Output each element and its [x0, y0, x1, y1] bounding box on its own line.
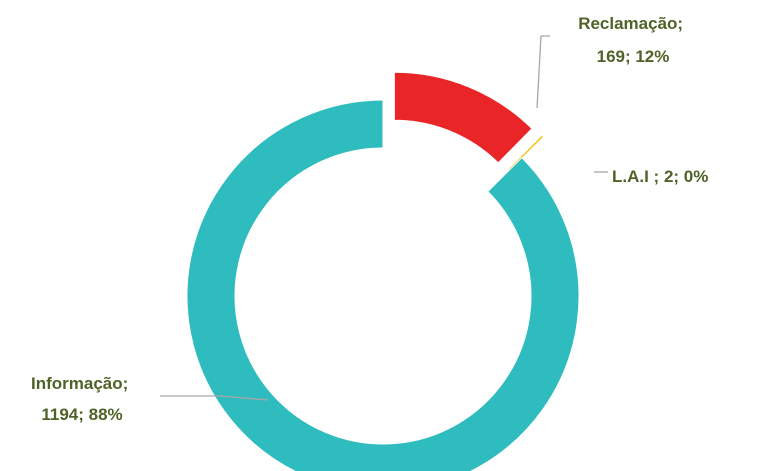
leader-line-reclamacao	[536, 35, 550, 109]
data-label-informacao-line1: Informação;	[31, 374, 128, 393]
leader-line-informacao	[160, 395, 269, 401]
data-label-reclamacao-line1: Reclamação;	[578, 14, 683, 33]
data-label-informacao-line2: 1194; 88%	[41, 405, 122, 424]
leader-lines	[160, 35, 608, 401]
data-label-informacao: Informação; 1194; 88%	[31, 374, 133, 424]
slice-reclamao	[393, 71, 533, 164]
data-label-reclamacao: Reclamação; 169; 12%	[578, 14, 688, 66]
data-label-lai: L.A.I ; 2; 0%	[612, 167, 708, 186]
data-label-reclamacao-line2: 169; 12%	[597, 47, 670, 66]
data-label-lai-line1: L.A.I ; 2; 0%	[612, 167, 708, 186]
chart-slices	[186, 71, 580, 471]
slice-informao	[186, 99, 580, 471]
